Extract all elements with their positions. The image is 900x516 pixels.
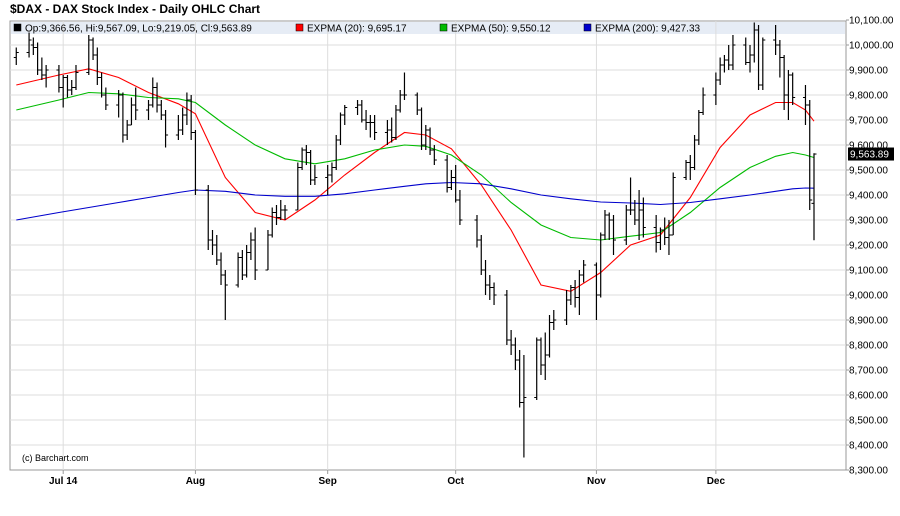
x-tick-label: Dec	[707, 476, 726, 487]
ohlc-bar	[457, 190, 463, 225]
y-tick-label: 9,000.00	[849, 291, 888, 302]
legend-entry-expma-50: EXPMA (50): 9,550.12	[451, 24, 551, 35]
x-tick-label: Jul 14	[49, 476, 78, 487]
series-line-expma-200	[16, 181, 815, 221]
legend-entry-expma-200: EXPMA (200): 9,427.33	[595, 24, 701, 35]
ohlc-bar	[103, 87, 109, 110]
x-tick-label: Sep	[319, 476, 337, 487]
ohlc-bar	[807, 100, 813, 210]
ohlc-bar	[26, 32, 32, 58]
x-tick-label: Nov	[587, 476, 606, 487]
ohlc-bars	[13, 22, 817, 458]
y-tick-label: 8,600.00	[849, 391, 888, 402]
ohlc-bar	[282, 205, 288, 220]
ohlc-bar	[700, 87, 706, 115]
legend-swatch-expma-50	[439, 23, 448, 32]
ohlc-bar	[581, 260, 587, 283]
ohlc-bar	[611, 215, 616, 255]
legend: Op:9,366.56, Hi:9,567.09, Lo:9,219.05, C…	[13, 23, 701, 35]
x-axis: Jul 14 Aug Sep Oct Nov Dec	[49, 470, 725, 487]
legend-swatch-ohlc	[13, 23, 22, 32]
series-line-expma-50	[16, 91, 815, 241]
last-value-label: 9,563.89	[850, 150, 889, 161]
legend-band	[11, 22, 845, 34]
chart-title: $DAX - DAX Stock Index - Daily OHLC Char…	[10, 2, 260, 16]
y-tick-label: 9,800.00	[849, 91, 888, 102]
y-tick-label: 8,700.00	[849, 366, 888, 377]
y-tick-label: 9,700.00	[849, 116, 888, 127]
ohlc-bar	[163, 110, 169, 148]
ohlc-bar	[760, 37, 766, 90]
ohlc-bar	[640, 197, 646, 238]
ohlc-bar	[73, 65, 79, 90]
y-tick-label: 9,200.00	[849, 241, 888, 252]
y-tick-label: 9,100.00	[849, 266, 888, 277]
y-tick-label: 8,300.00	[849, 466, 888, 477]
ohlc-bar	[133, 87, 139, 120]
y-tick-label: 10,100.00	[849, 16, 894, 27]
ohlc-bar	[222, 270, 228, 320]
y-tick-label: 8,500.00	[849, 416, 888, 427]
y-tick-label: 8,400.00	[849, 441, 888, 452]
legend-swatch-expma-200	[583, 23, 592, 32]
ohlc-bar	[521, 355, 527, 458]
x-tick-label: Oct	[447, 476, 464, 487]
ohlc-bar	[342, 105, 348, 125]
ohlc-bar	[730, 35, 736, 70]
y-tick-label: 9,300.00	[849, 216, 888, 227]
ohlc-bar	[401, 72, 407, 100]
legend-swatch-expma-20	[295, 23, 304, 32]
y-tick-label: 8,800.00	[849, 341, 888, 352]
y-tick-label: 9,600.00	[849, 141, 888, 152]
y-axis: 8,300.00 8,400.00 8,500.00 8,600.00 8,700.00…	[846, 16, 894, 477]
legend-entry-expma-20: EXPMA (20): 9,695.17	[307, 24, 407, 35]
y-tick-label: 8,900.00	[849, 316, 888, 327]
legend-entry-ohlc: Op:9,366.56, Hi:9,567.09, Lo:9,219.05, C…	[25, 24, 252, 35]
ohlc-bar	[431, 145, 437, 165]
ohlc-bar	[811, 153, 817, 241]
y-tick-label: 9,400.00	[849, 191, 888, 202]
ohlc-bar	[13, 47, 19, 65]
ohlc-bar	[670, 172, 676, 236]
grid	[10, 21, 846, 470]
x-tick-label: Aug	[186, 476, 205, 487]
ohlc-bar	[372, 115, 378, 140]
last-value-marker: 9,563.89	[848, 147, 894, 161]
ohlc-bar	[43, 65, 49, 88]
ohlc-bar	[551, 310, 557, 330]
ohlc-bar	[252, 227, 258, 280]
moving-average-lines	[16, 68, 815, 292]
ohlc-bar	[491, 282, 497, 305]
series-line-expma-20	[16, 68, 815, 292]
y-tick-label: 9,900.00	[849, 66, 888, 77]
y-tick-label: 9,500.00	[849, 166, 888, 177]
y-tick-label: 10,000.00	[849, 41, 894, 52]
credit-text: (c) Barchart.com	[22, 453, 89, 463]
ohlc-bar	[312, 165, 318, 185]
ohlc-bar	[192, 130, 198, 195]
ohlc-bar	[790, 72, 796, 105]
last-value-box	[848, 147, 894, 161]
